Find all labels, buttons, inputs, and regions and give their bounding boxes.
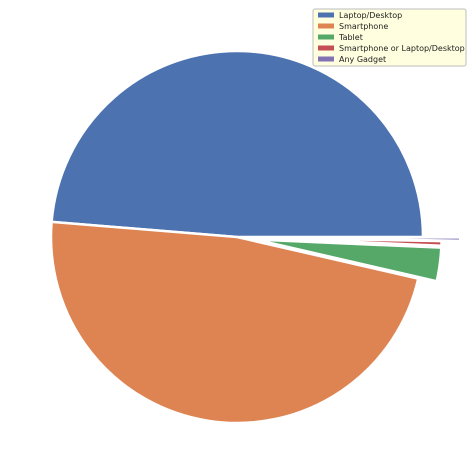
pie-slices [49,49,462,425]
legend-item-smartphone-or-laptop-desktop: Smartphone or Laptop/Desktop [318,44,465,53]
legend-item-smartphone: Smartphone [318,22,388,31]
legend-swatch [318,34,334,40]
legend-swatch [318,45,334,51]
legend-label: Smartphone [339,22,388,31]
legend-swatch [318,12,334,18]
legend-item-laptop-desktop: Laptop/Desktop [318,11,402,20]
legend-label: Smartphone or Laptop/Desktop [339,44,465,53]
legend: Laptop/Desktop Smartphone Tablet Smartph… [312,8,467,67]
legend-swatch [318,56,334,62]
legend-item-tablet: Tablet [318,33,363,42]
legend-frame [312,8,467,67]
legend-label: Any Gadget [339,55,386,64]
legend-label: Tablet [338,33,363,42]
pie-slice-tablet [254,238,443,283]
legend-swatch [318,23,334,29]
legend-label: Laptop/Desktop [339,11,402,20]
legend-item-any-gadget: Any Gadget [318,55,386,64]
pie-slice-any-gadget [272,236,462,243]
pie-slice-laptop-desktop [50,49,425,239]
pie-slice-smartphone [49,220,420,425]
